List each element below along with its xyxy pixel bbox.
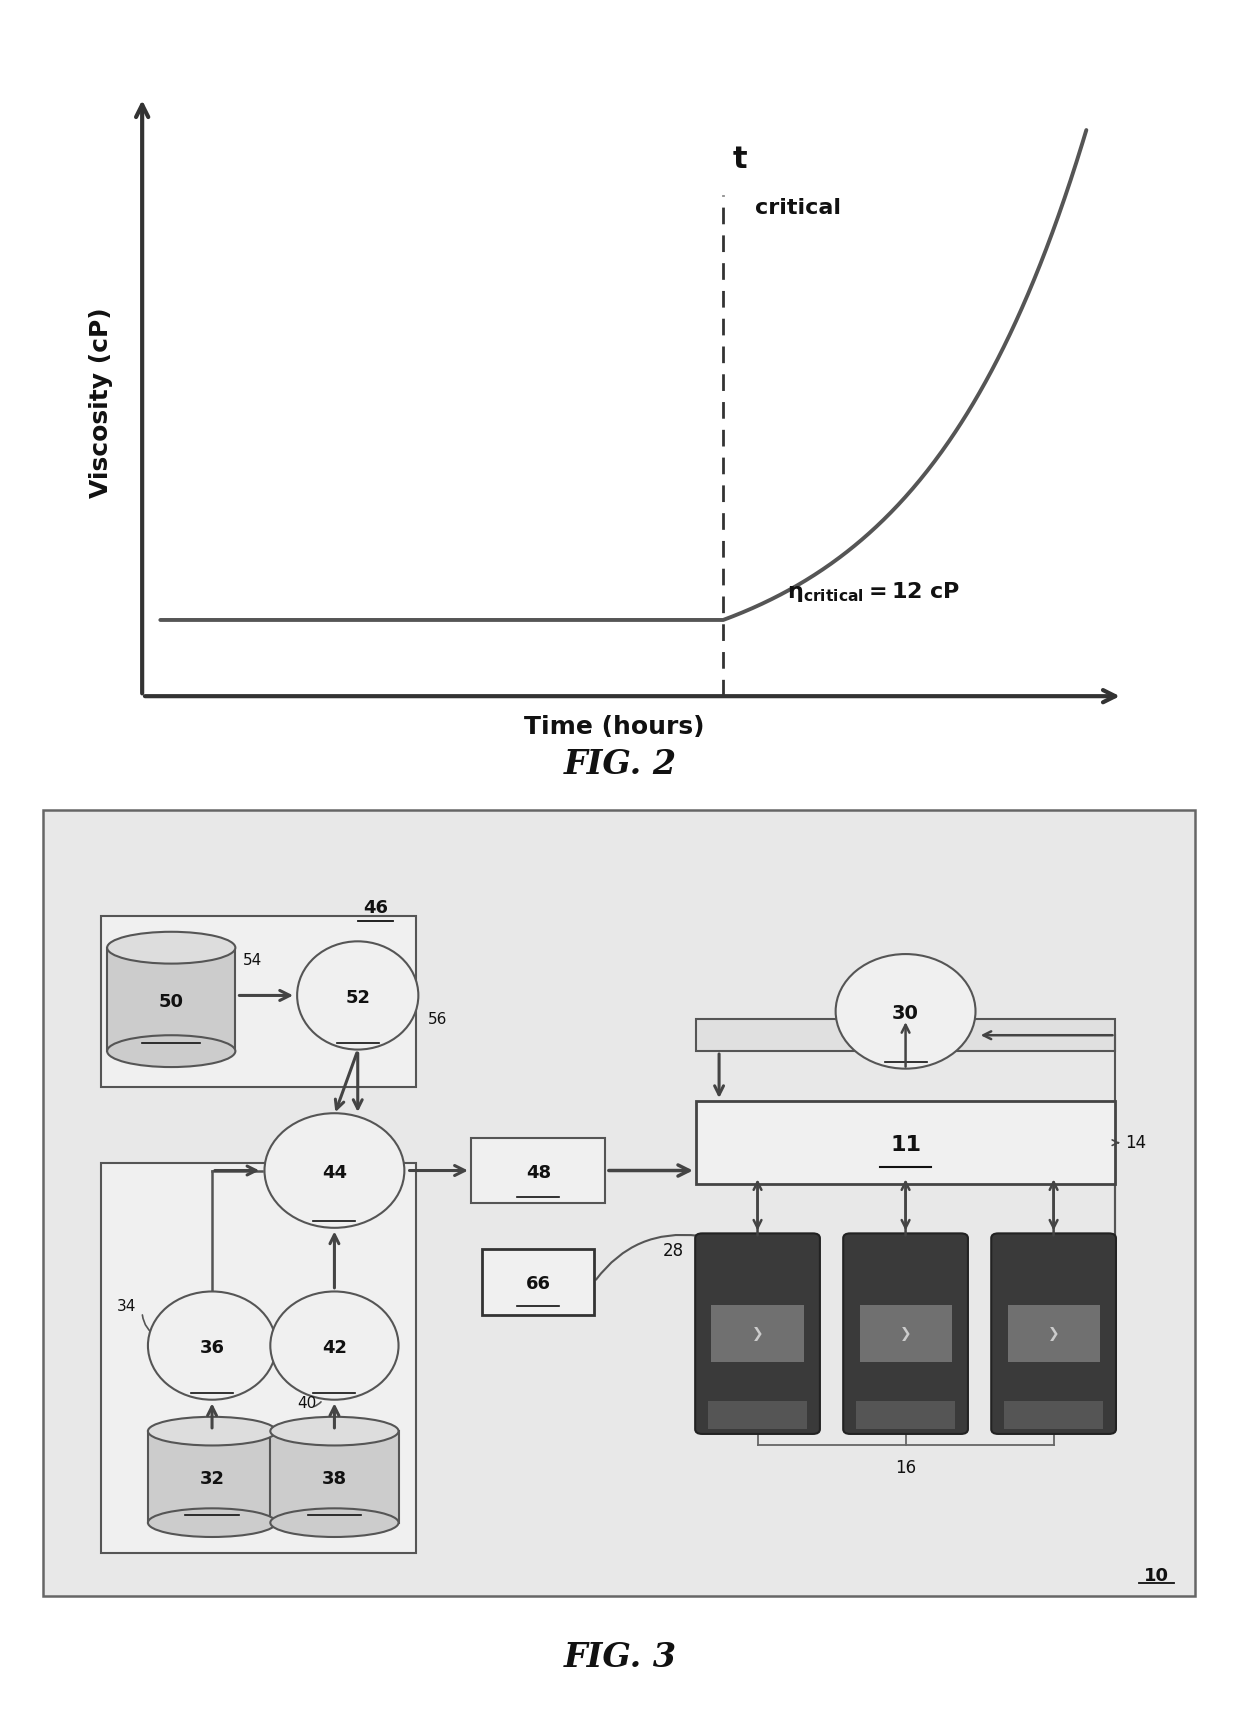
FancyBboxPatch shape bbox=[712, 1304, 804, 1362]
Ellipse shape bbox=[107, 1035, 236, 1067]
Text: 56: 56 bbox=[428, 1012, 448, 1028]
FancyBboxPatch shape bbox=[859, 1304, 951, 1362]
Text: FIG. 2: FIG. 2 bbox=[563, 747, 677, 782]
Text: 50: 50 bbox=[159, 993, 184, 1010]
Ellipse shape bbox=[148, 1417, 277, 1446]
Text: 11: 11 bbox=[890, 1135, 921, 1156]
Text: 54: 54 bbox=[243, 953, 263, 967]
Text: critical: critical bbox=[755, 199, 841, 218]
Text: 28: 28 bbox=[663, 1242, 684, 1259]
Text: Viscosity (cP): Viscosity (cP) bbox=[89, 306, 113, 498]
Text: 16: 16 bbox=[895, 1460, 916, 1477]
Text: $\mathbf{\eta_{critical}}$$\mathbf{= 12\ cP}$: $\mathbf{\eta_{critical}}$$\mathbf{= 12\… bbox=[786, 580, 960, 604]
Text: FIG. 3: FIG. 3 bbox=[563, 1640, 677, 1675]
Text: ❯: ❯ bbox=[751, 1327, 764, 1341]
FancyBboxPatch shape bbox=[482, 1249, 594, 1315]
Text: 14: 14 bbox=[1125, 1133, 1146, 1152]
Text: 36: 36 bbox=[200, 1339, 224, 1356]
Ellipse shape bbox=[270, 1292, 398, 1400]
Text: 48: 48 bbox=[526, 1164, 551, 1182]
Text: 46: 46 bbox=[363, 900, 388, 917]
FancyBboxPatch shape bbox=[843, 1233, 968, 1434]
Text: 40: 40 bbox=[298, 1396, 317, 1410]
FancyBboxPatch shape bbox=[471, 1138, 605, 1202]
FancyBboxPatch shape bbox=[102, 915, 415, 1086]
Text: $\mathbf{t}$: $\mathbf{t}$ bbox=[733, 145, 748, 173]
Ellipse shape bbox=[298, 941, 418, 1050]
Text: Time (hours): Time (hours) bbox=[525, 714, 704, 739]
Ellipse shape bbox=[836, 953, 976, 1069]
Text: 66: 66 bbox=[526, 1275, 551, 1292]
FancyBboxPatch shape bbox=[270, 1431, 398, 1522]
Text: 30: 30 bbox=[892, 1003, 919, 1022]
Text: 38: 38 bbox=[322, 1470, 347, 1488]
Text: ❯: ❯ bbox=[1048, 1327, 1059, 1341]
Ellipse shape bbox=[148, 1292, 277, 1400]
Text: 32: 32 bbox=[200, 1470, 224, 1488]
FancyBboxPatch shape bbox=[148, 1431, 277, 1522]
FancyBboxPatch shape bbox=[696, 1019, 1116, 1052]
Ellipse shape bbox=[148, 1509, 277, 1536]
Text: 42: 42 bbox=[322, 1339, 347, 1356]
Text: 52: 52 bbox=[345, 990, 371, 1007]
Text: 10: 10 bbox=[1143, 1567, 1168, 1585]
FancyBboxPatch shape bbox=[708, 1401, 807, 1429]
Text: 34: 34 bbox=[117, 1299, 136, 1313]
Text: 44: 44 bbox=[322, 1164, 347, 1182]
FancyBboxPatch shape bbox=[696, 1233, 820, 1434]
Ellipse shape bbox=[270, 1509, 398, 1536]
FancyBboxPatch shape bbox=[1004, 1401, 1104, 1429]
FancyBboxPatch shape bbox=[856, 1401, 955, 1429]
Ellipse shape bbox=[107, 932, 236, 964]
FancyBboxPatch shape bbox=[1008, 1304, 1100, 1362]
Ellipse shape bbox=[270, 1417, 398, 1446]
Text: ❯: ❯ bbox=[900, 1327, 911, 1341]
FancyBboxPatch shape bbox=[102, 1163, 415, 1552]
FancyBboxPatch shape bbox=[43, 810, 1194, 1597]
FancyBboxPatch shape bbox=[696, 1100, 1115, 1185]
FancyBboxPatch shape bbox=[107, 948, 236, 1052]
Ellipse shape bbox=[264, 1112, 404, 1228]
FancyBboxPatch shape bbox=[991, 1233, 1116, 1434]
